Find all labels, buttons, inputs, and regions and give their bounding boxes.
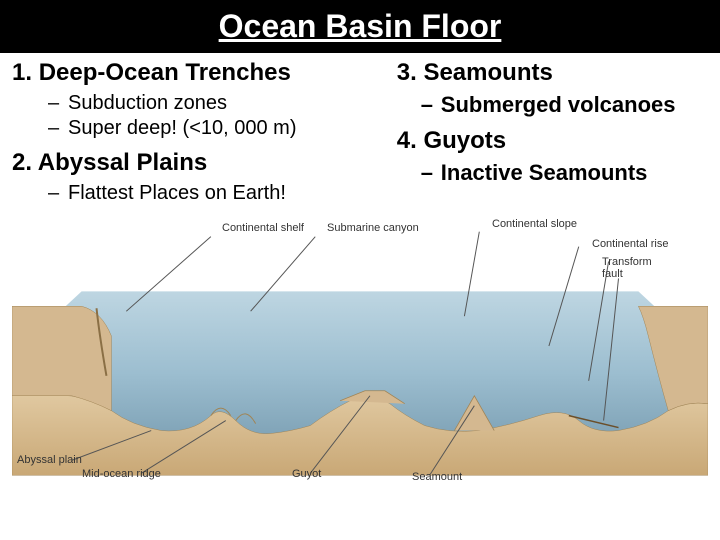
left-column: 1. Deep-Ocean Trenches – Subduction zone… bbox=[12, 59, 389, 214]
item-3-heading: 3. Seamounts bbox=[397, 59, 708, 87]
dash-icon: – bbox=[48, 181, 68, 206]
label-mid-ocean-ridge: Mid-ocean ridge bbox=[82, 468, 161, 480]
label-submarine-canyon: Submarine canyon bbox=[327, 222, 419, 234]
item-4-heading: 4. Guyots bbox=[397, 127, 708, 155]
sub-item: – Super deep! (<10, 000 m) bbox=[48, 116, 389, 141]
item-1-title: Deep-Ocean Trenches bbox=[39, 59, 291, 86]
item-3-title: Seamounts bbox=[423, 59, 552, 86]
sub-text: Inactive Seamounts bbox=[441, 159, 648, 187]
sub-item: – Inactive Seamounts bbox=[421, 159, 708, 187]
slide-body: 1. Deep-Ocean Trenches – Subduction zone… bbox=[0, 53, 720, 486]
item-1-heading: 1. Deep-Ocean Trenches bbox=[12, 59, 389, 87]
item-2-subs: – Flattest Places on Earth! bbox=[48, 181, 389, 206]
item-1-num: 1. bbox=[12, 59, 32, 86]
sub-text: Flattest Places on Earth! bbox=[68, 181, 286, 206]
dash-icon: – bbox=[48, 116, 68, 141]
content-columns: 1. Deep-Ocean Trenches – Subduction zone… bbox=[12, 59, 708, 214]
dash-icon: – bbox=[421, 159, 441, 187]
sub-item: – Flattest Places on Earth! bbox=[48, 181, 389, 206]
label-transform-fault: Transform fault bbox=[602, 256, 672, 280]
ocean-floor-diagram: Continental shelf Submarine canyon Conti… bbox=[12, 216, 708, 486]
label-abyssal-plain: Abyssal plain bbox=[17, 454, 82, 466]
label-continental-shelf: Continental shelf bbox=[222, 222, 304, 234]
dash-icon: – bbox=[421, 91, 441, 119]
label-seamount: Seamount bbox=[412, 471, 462, 483]
sub-text: Subduction zones bbox=[68, 91, 227, 116]
sub-item: – Subduction zones bbox=[48, 91, 389, 116]
item-1-subs: – Subduction zones – Super deep! (<10, 0… bbox=[48, 91, 389, 141]
dash-icon: – bbox=[48, 91, 68, 116]
label-continental-slope: Continental slope bbox=[492, 218, 577, 230]
sub-item: – Submerged volcanoes bbox=[421, 91, 708, 119]
item-4-subs: – Inactive Seamounts bbox=[421, 159, 708, 187]
slide-title: Ocean Basin Floor bbox=[0, 0, 720, 53]
item-3-subs: – Submerged volcanoes bbox=[421, 91, 708, 119]
right-column: 3. Seamounts – Submerged volcanoes 4. Gu… bbox=[397, 59, 708, 214]
sub-text: Submerged volcanoes bbox=[441, 91, 676, 119]
label-continental-rise: Continental rise bbox=[592, 238, 668, 250]
item-3-num: 3. bbox=[397, 59, 417, 86]
item-2-heading: 2. Abyssal Plains bbox=[12, 149, 389, 177]
label-guyot: Guyot bbox=[292, 468, 321, 480]
item-2-num: 2. bbox=[12, 149, 32, 176]
item-4-num: 4. bbox=[397, 127, 417, 154]
item-4-title: Guyots bbox=[423, 127, 506, 154]
sub-text: Super deep! (<10, 000 m) bbox=[68, 116, 296, 141]
item-2-title: Abyssal Plains bbox=[38, 149, 207, 176]
